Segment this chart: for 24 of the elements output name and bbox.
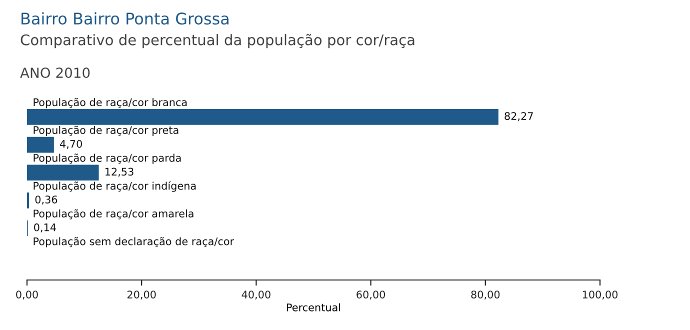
- bar: [27, 136, 54, 153]
- bar: [27, 109, 498, 125]
- x-tick-label: 0,00: [16, 290, 38, 300]
- y-tick-label: População de raça/cor parda: [34, 154, 181, 164]
- y-tick-label: População de raça/cor branca: [34, 98, 187, 108]
- y-tick-label: População sem declaração de raça/cor: [34, 237, 234, 248]
- data-label: 82,27: [504, 112, 533, 122]
- x-tick-label: 80,00: [471, 290, 500, 300]
- x-tick-label: 60,00: [356, 290, 386, 300]
- text: ANO 2010: [20, 68, 90, 78]
- chart-subtitle: Comparativo de percentual da população por cor/raça: [20, 34, 414, 48]
- y-tick-label: População de raça/cor amarela: [34, 209, 194, 220]
- y-tick-label: População de raça/cor indígena: [34, 181, 196, 192]
- data-label: 0,14: [34, 223, 56, 232]
- x-axis-title: Percentual: [286, 303, 340, 312]
- bar: [27, 164, 99, 181]
- y-tick-label: População de raça/cor preta: [34, 126, 178, 136]
- data-label: 12,53: [105, 168, 134, 177]
- x-tick-label: 40,00: [242, 290, 270, 300]
- x-tick-label: 20,00: [127, 290, 156, 300]
- chart-title: Bairro Bairro Ponta Grossa: [22, 12, 228, 25]
- x-tick-label: 100,00: [582, 290, 618, 300]
- data-label: 0,36: [35, 196, 58, 205]
- data-label: 4,70: [60, 140, 82, 149]
